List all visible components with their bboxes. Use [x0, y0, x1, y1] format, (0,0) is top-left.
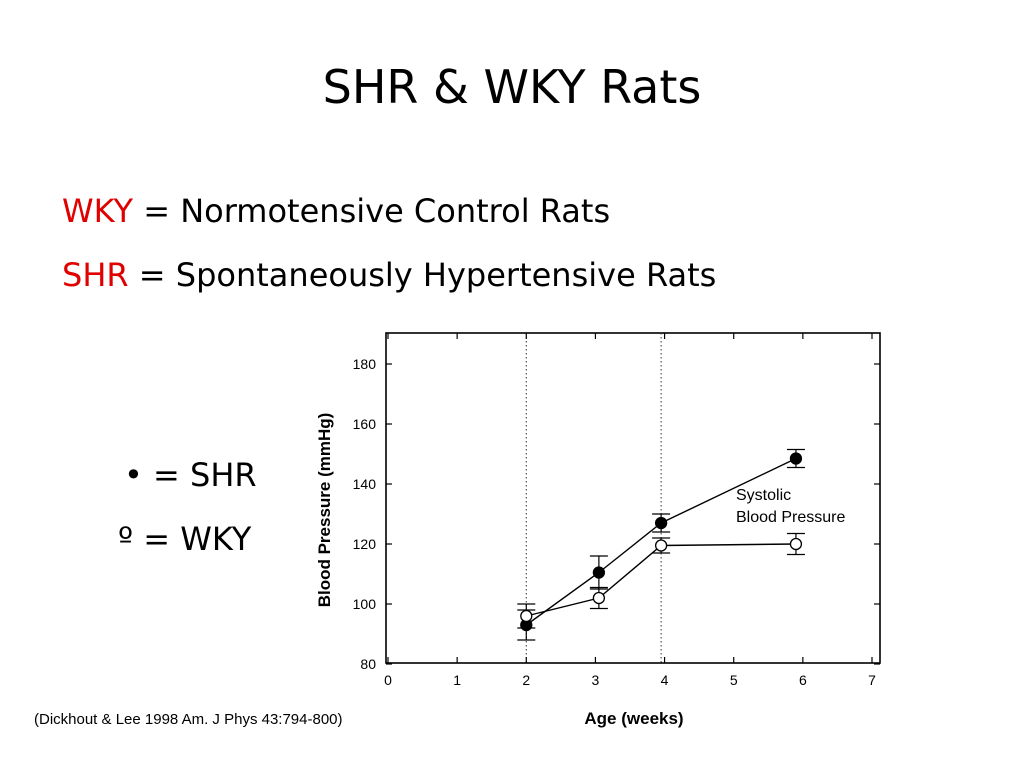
- data-point-filled: [654, 516, 668, 530]
- definition-key: SHR: [62, 256, 129, 294]
- x-tick-label: 5: [730, 672, 738, 688]
- data-point-open: [592, 591, 606, 605]
- vertical-reference-lines: [525, 333, 662, 663]
- axis-ticks: 80 100 120 140 160 180 0 1 2 3 4 5 6 7: [353, 333, 880, 688]
- x-tick-label: 1: [453, 672, 461, 688]
- data-point-filled: [789, 452, 803, 465]
- data-point-filled: [592, 566, 606, 579]
- annotation-line-2: Blood Pressure: [736, 509, 845, 526]
- plot-frame: [385, 332, 881, 664]
- citation: (Dickhout & Lee 1998 Am. J Phys 43:794-8…: [34, 711, 343, 728]
- definition-wky: WKY = Normotensive Control Rats: [62, 192, 611, 230]
- x-tick-label: 2: [522, 672, 530, 688]
- legend-symbol-filled: •: [124, 456, 143, 494]
- x-tick-label: 0: [384, 672, 392, 688]
- y-tick-label: 80: [360, 656, 376, 672]
- legend-text: = WKY: [133, 520, 252, 558]
- x-tick-label: 6: [799, 672, 807, 688]
- y-tick-label: 180: [353, 356, 377, 372]
- x-tick-label: 4: [661, 672, 669, 688]
- legend-shr: • = SHR: [124, 456, 257, 494]
- legend-wky: º = WKY: [118, 520, 252, 558]
- slide-title: SHR & WKY Rats: [322, 60, 702, 114]
- definition-shr: SHR = Spontaneously Hypertensive Rats: [62, 256, 717, 294]
- legend-symbol-open: º: [118, 520, 134, 558]
- data-point-open: [520, 609, 533, 623]
- legend-text: = SHR: [142, 456, 257, 494]
- definition-text: = Spontaneously Hypertensive Rats: [128, 256, 717, 294]
- series-line: [525, 457, 797, 626]
- annotation-line-1: Systolic: [736, 487, 791, 504]
- y-tick-label: 140: [353, 476, 377, 492]
- data-point-open: [789, 537, 803, 551]
- series-line: [526, 543, 796, 617]
- definition-key: WKY: [62, 192, 134, 230]
- y-tick-label: 100: [353, 596, 377, 612]
- definition-text: = Normotensive Control Rats: [133, 192, 611, 230]
- y-tick-label: 120: [353, 536, 377, 552]
- x-tick-label: 3: [592, 672, 600, 688]
- data-point-open: [654, 539, 668, 552]
- data-series: [517, 448, 805, 641]
- x-axis-label: Age (weeks): [584, 709, 683, 728]
- x-tick-label: 7: [868, 672, 876, 688]
- y-tick-label: 160: [353, 416, 377, 432]
- y-axis-label: Blood Pressure (mmHg): [315, 413, 334, 608]
